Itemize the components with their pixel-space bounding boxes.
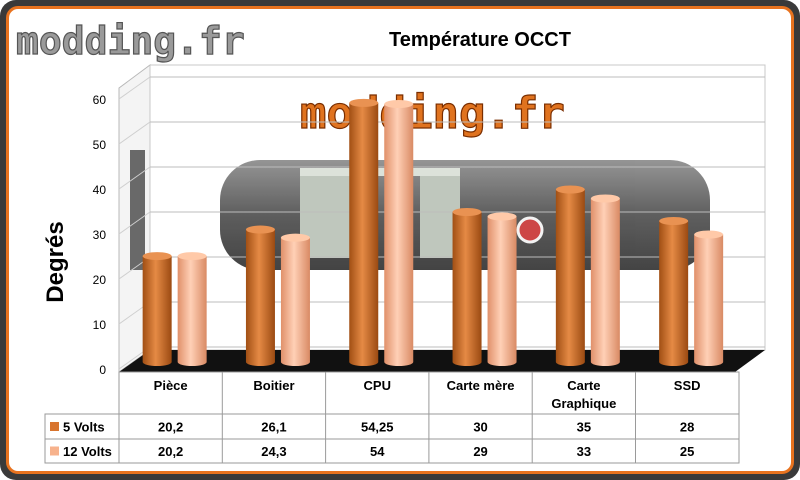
bars (142, 98, 724, 366)
watermark-logo: modding.fr (300, 88, 565, 139)
y-tick-label: 40 (93, 183, 107, 197)
data-value-label: 20,2 (158, 444, 183, 459)
bar (487, 212, 517, 366)
bar (142, 252, 172, 366)
chart-title: Température OCCT (389, 29, 571, 51)
bar-chart: modding.fr modding.fr 0 10 20 30 40 50 60 Temp… (15, 18, 766, 464)
y-tick-label: 50 (93, 138, 107, 152)
data-value-label: 25 (680, 444, 694, 459)
y-tick-label: 60 (93, 93, 107, 107)
gridline-side (118, 211, 151, 235)
bar (590, 194, 620, 366)
data-value-label: 24,3 (261, 444, 286, 459)
data-value-label: 30 (473, 420, 487, 435)
watermark-logo-corner: modding.fr (16, 19, 245, 63)
gridline-side (118, 166, 151, 190)
y-axis-label: Degrés (42, 221, 69, 302)
y-axis-ticks: 0 10 20 30 40 50 60 (93, 93, 107, 377)
bar (349, 98, 379, 366)
category-label: CPU (364, 378, 391, 393)
data-table: Pièce Boitier CPU Carte mère Carte Graphique S… (44, 371, 740, 464)
y-tick-label: 0 (99, 363, 106, 377)
data-value-label: 54 (370, 444, 385, 459)
bar (694, 230, 724, 366)
bar (280, 233, 310, 366)
category-label: Carte Graphique (551, 378, 616, 411)
data-value-label: 29 (473, 444, 487, 459)
bar (452, 208, 482, 366)
legend-label: 5 Volts (63, 420, 105, 435)
category-label: Pièce (154, 378, 188, 393)
data-value-label: 26,1 (261, 420, 286, 435)
data-value-label: 35 (577, 420, 591, 435)
legend-swatch (50, 422, 59, 431)
legend-swatch (50, 446, 59, 456)
gridline-side (118, 76, 151, 100)
category-label: Carte mère (447, 378, 515, 393)
data-value-label: 54,25 (361, 420, 394, 435)
y-tick-label: 10 (93, 318, 107, 332)
data-value-label: 20,2 (158, 420, 183, 435)
category-label: SSD (674, 378, 701, 393)
legend-label: 12 Volts (63, 444, 112, 459)
bar (555, 185, 585, 366)
gridline-side (118, 121, 151, 145)
bar (659, 217, 689, 366)
y-tick-label: 30 (93, 228, 107, 242)
bar (177, 252, 207, 366)
chart-panel: modding.fr modding.fr 0 10 20 30 40 50 60 Temp… (6, 6, 794, 474)
bar (384, 100, 414, 366)
bar (245, 225, 275, 366)
y-tick-label: 20 (93, 273, 107, 287)
data-value-label: 33 (577, 444, 591, 459)
data-value-label: 28 (680, 420, 694, 435)
category-label: Boitier (253, 378, 294, 393)
